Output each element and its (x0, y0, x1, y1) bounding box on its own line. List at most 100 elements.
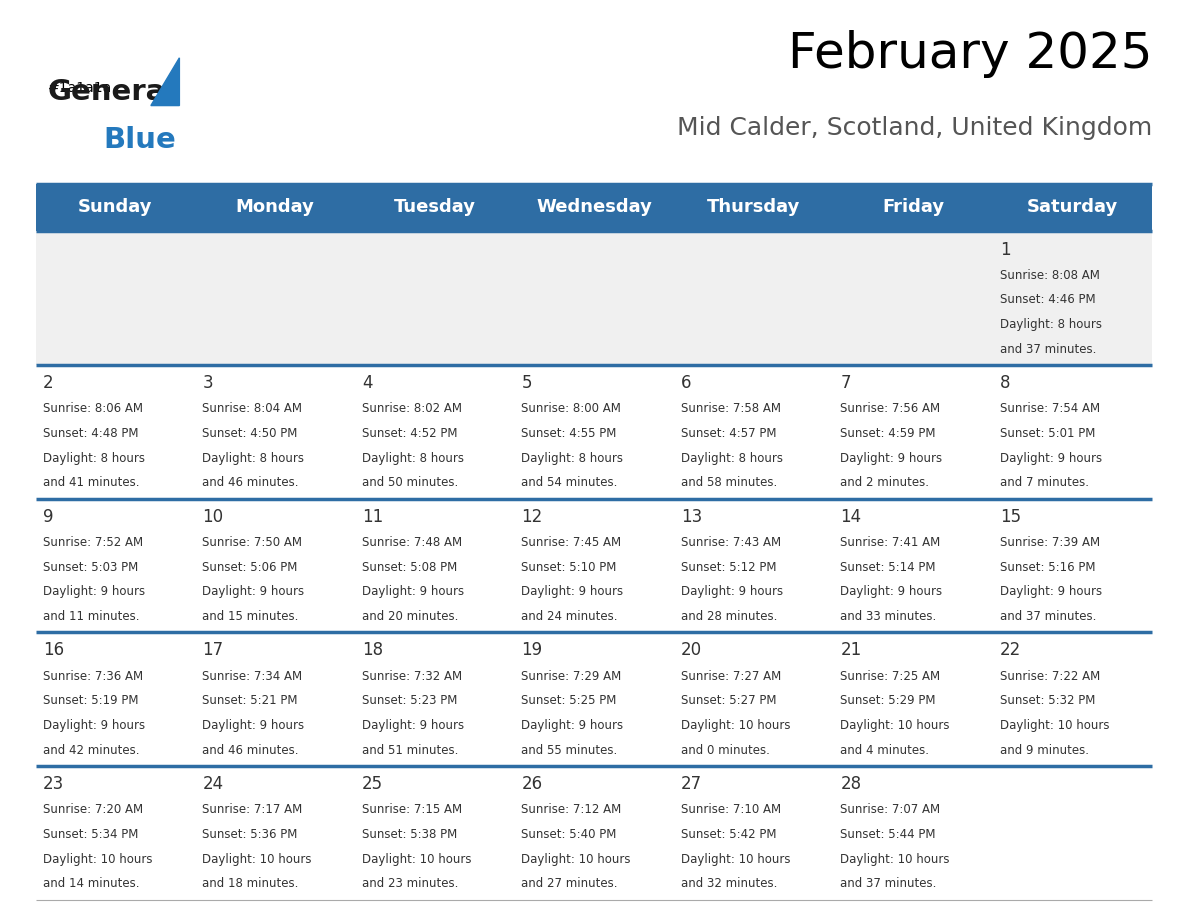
Text: 6: 6 (681, 375, 691, 392)
Text: Friday: Friday (881, 198, 944, 217)
Text: Sunrise: 7:50 AM: Sunrise: 7:50 AM (202, 536, 302, 549)
Bar (36, 231, 195, 365)
Text: Sunrise: 7:12 AM: Sunrise: 7:12 AM (522, 803, 621, 816)
Bar (195, 633, 355, 766)
Text: Blue: Blue (103, 126, 176, 154)
Bar (355, 498, 514, 633)
Text: Sunrise: 7:17 AM: Sunrise: 7:17 AM (202, 803, 303, 816)
Text: February 2025: February 2025 (788, 30, 1152, 78)
Bar (355, 365, 514, 498)
Text: Sunset: 5:06 PM: Sunset: 5:06 PM (202, 561, 298, 574)
Bar (674, 231, 833, 365)
Text: Daylight: 10 hours: Daylight: 10 hours (681, 853, 790, 866)
Bar (674, 365, 833, 498)
Text: and 46 minutes.: and 46 minutes. (202, 476, 299, 489)
Text: 11: 11 (362, 508, 383, 526)
Bar (195, 231, 355, 365)
Text: Sunrise: 7:07 AM: Sunrise: 7:07 AM (840, 803, 941, 816)
Text: Daylight: 9 hours: Daylight: 9 hours (681, 586, 783, 599)
Text: 8: 8 (1000, 375, 1011, 392)
Text: Sunday: Sunday (78, 198, 152, 217)
Text: and 33 minutes.: and 33 minutes. (840, 610, 936, 623)
Bar (36, 365, 195, 498)
Text: Sunset: 5:01 PM: Sunset: 5:01 PM (1000, 427, 1095, 440)
Text: Sunrise: 7:48 AM: Sunrise: 7:48 AM (362, 536, 462, 549)
Text: and 7 minutes.: and 7 minutes. (1000, 476, 1089, 489)
Bar (993, 633, 1152, 766)
Text: Sunrise: 7:52 AM: Sunrise: 7:52 AM (43, 536, 143, 549)
Text: 16: 16 (43, 642, 64, 659)
Text: Sunset: 5:25 PM: Sunset: 5:25 PM (522, 694, 617, 707)
Text: Daylight: 9 hours: Daylight: 9 hours (362, 586, 465, 599)
Text: and 42 minutes.: and 42 minutes. (43, 744, 139, 756)
Text: 18: 18 (362, 642, 383, 659)
Text: Daylight: 10 hours: Daylight: 10 hours (522, 853, 631, 866)
Text: and 24 minutes.: and 24 minutes. (522, 610, 618, 623)
Text: Sunset: 4:55 PM: Sunset: 4:55 PM (522, 427, 617, 440)
Bar (36, 498, 195, 633)
Text: Sunset: 5:16 PM: Sunset: 5:16 PM (1000, 561, 1095, 574)
Text: Sunrise: 7:20 AM: Sunrise: 7:20 AM (43, 803, 143, 816)
Text: Thursday: Thursday (707, 198, 801, 217)
Text: Daylight: 8 hours: Daylight: 8 hours (681, 452, 783, 465)
Text: and 37 minutes.: and 37 minutes. (1000, 342, 1097, 356)
Text: 13: 13 (681, 508, 702, 526)
Text: Sunrise: 8:02 AM: Sunrise: 8:02 AM (362, 402, 462, 415)
Bar (833, 633, 993, 766)
Bar (993, 498, 1152, 633)
Text: Daylight: 9 hours: Daylight: 9 hours (840, 586, 942, 599)
Text: 17: 17 (202, 642, 223, 659)
Text: 21: 21 (840, 642, 861, 659)
Text: Sunrise: 7:54 AM: Sunrise: 7:54 AM (1000, 402, 1100, 415)
Text: Sunset: 5:08 PM: Sunset: 5:08 PM (362, 561, 457, 574)
Text: and 15 minutes.: and 15 minutes. (202, 610, 298, 623)
Text: 1: 1 (1000, 241, 1011, 259)
Text: Daylight: 9 hours: Daylight: 9 hours (840, 452, 942, 465)
Text: Daylight: 10 hours: Daylight: 10 hours (202, 853, 311, 866)
Text: General: General (48, 77, 176, 106)
Text: Sunset: 5:32 PM: Sunset: 5:32 PM (1000, 694, 1095, 707)
Text: and 46 minutes.: and 46 minutes. (202, 744, 299, 756)
Text: Sunset: 5:29 PM: Sunset: 5:29 PM (840, 694, 936, 707)
Text: and 27 minutes.: and 27 minutes. (522, 878, 618, 890)
Text: Daylight: 9 hours: Daylight: 9 hours (1000, 586, 1102, 599)
Text: Sunrise: 7:10 AM: Sunrise: 7:10 AM (681, 803, 781, 816)
Text: Daylight: 10 hours: Daylight: 10 hours (681, 719, 790, 732)
Bar (36, 766, 195, 900)
Text: Sunrise: 7:58 AM: Sunrise: 7:58 AM (681, 402, 781, 415)
Text: and 14 minutes.: and 14 minutes. (43, 878, 139, 890)
Bar (514, 633, 674, 766)
Text: and 55 minutes.: and 55 minutes. (522, 744, 618, 756)
Text: #1a1a1a: #1a1a1a (48, 81, 112, 95)
Text: Sunset: 5:19 PM: Sunset: 5:19 PM (43, 694, 138, 707)
Text: Sunrise: 8:06 AM: Sunrise: 8:06 AM (43, 402, 143, 415)
Bar (833, 365, 993, 498)
Bar (833, 766, 993, 900)
Text: Daylight: 10 hours: Daylight: 10 hours (1000, 719, 1110, 732)
Bar (195, 498, 355, 633)
Text: Sunset: 4:57 PM: Sunset: 4:57 PM (681, 427, 777, 440)
Text: and 51 minutes.: and 51 minutes. (362, 744, 459, 756)
Bar (993, 231, 1152, 365)
Bar (195, 766, 355, 900)
Text: 9: 9 (43, 508, 53, 526)
Text: Sunrise: 8:00 AM: Sunrise: 8:00 AM (522, 402, 621, 415)
Text: Sunrise: 7:39 AM: Sunrise: 7:39 AM (1000, 536, 1100, 549)
Text: Daylight: 9 hours: Daylight: 9 hours (362, 719, 465, 732)
Text: Wednesday: Wednesday (536, 198, 652, 217)
Text: 28: 28 (840, 775, 861, 793)
Text: 2: 2 (43, 375, 53, 392)
Text: Sunrise: 8:04 AM: Sunrise: 8:04 AM (202, 402, 302, 415)
Text: Daylight: 9 hours: Daylight: 9 hours (522, 586, 624, 599)
Text: 5: 5 (522, 375, 532, 392)
Text: and 54 minutes.: and 54 minutes. (522, 476, 618, 489)
Text: and 9 minutes.: and 9 minutes. (1000, 744, 1089, 756)
Text: Sunset: 5:42 PM: Sunset: 5:42 PM (681, 828, 777, 841)
Text: Sunrise: 7:41 AM: Sunrise: 7:41 AM (840, 536, 941, 549)
Text: Daylight: 9 hours: Daylight: 9 hours (202, 586, 304, 599)
Text: Sunrise: 7:32 AM: Sunrise: 7:32 AM (362, 669, 462, 683)
Text: 22: 22 (1000, 642, 1022, 659)
Text: Sunset: 4:52 PM: Sunset: 4:52 PM (362, 427, 457, 440)
Text: Sunset: 5:27 PM: Sunset: 5:27 PM (681, 694, 777, 707)
Bar (993, 365, 1152, 498)
